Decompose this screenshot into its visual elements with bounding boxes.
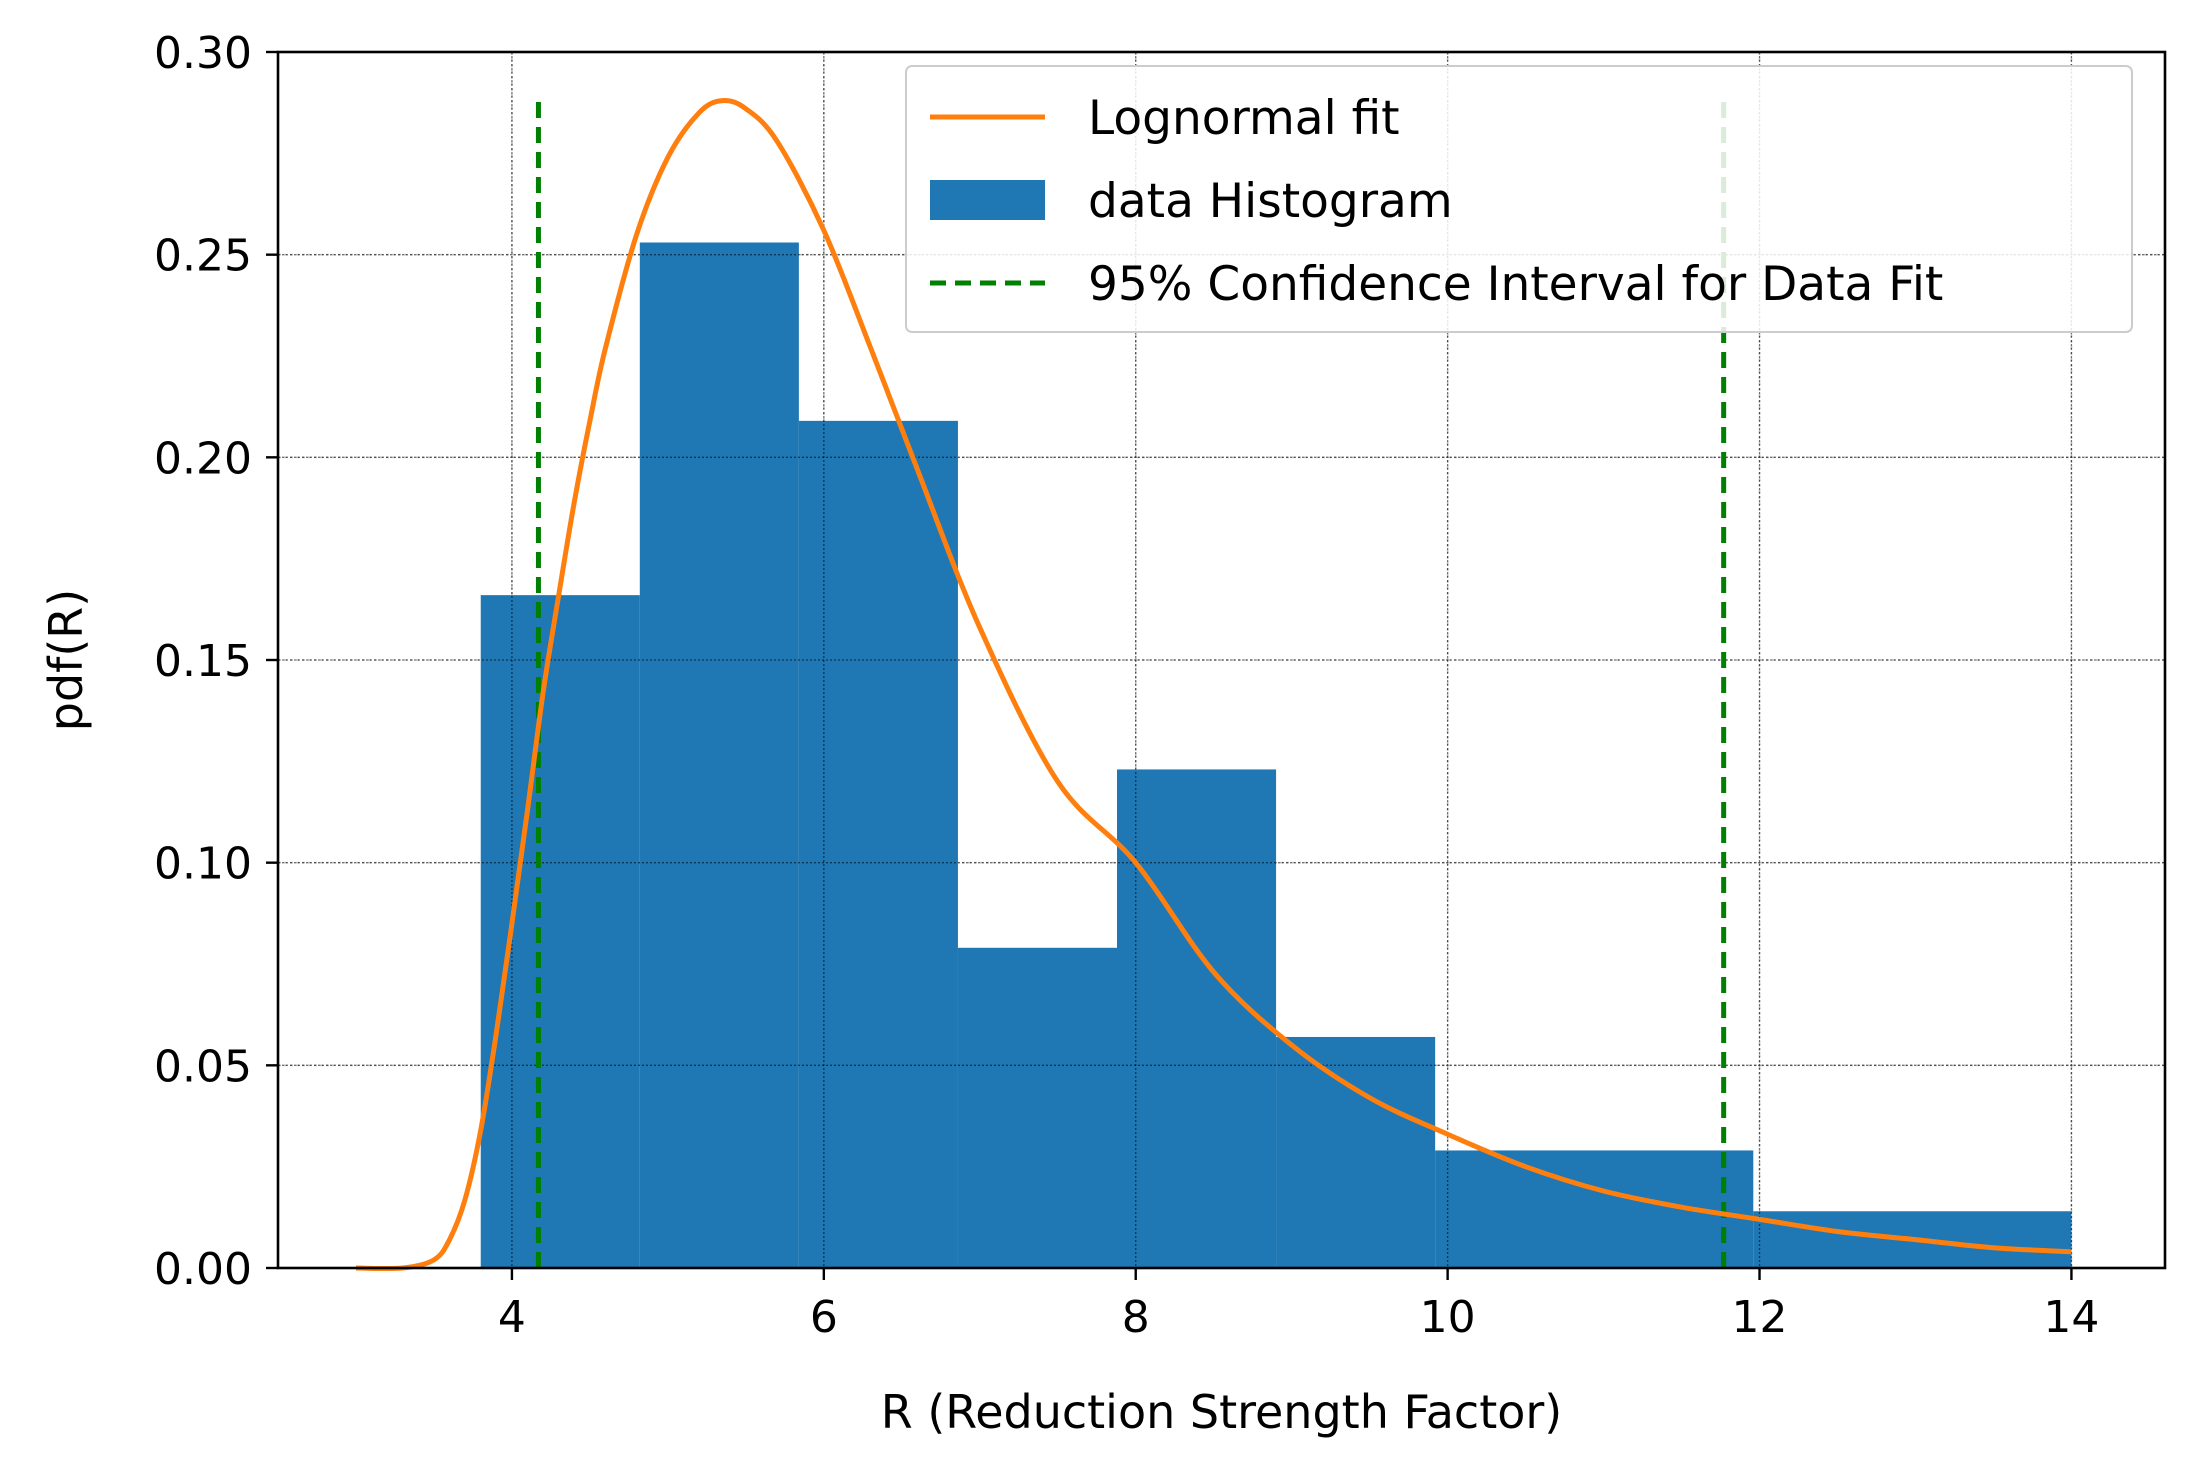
y-tick-label: 0.05	[154, 1041, 252, 1092]
legend-histogram-label: data Histogram	[1088, 174, 1453, 229]
x-tick-label: 6	[810, 1292, 838, 1343]
y-tick-label: 0.25	[154, 231, 252, 282]
confidence-interval-lines	[535, 100, 1727, 1268]
histogram-bar	[957, 947, 1118, 1268]
legend-confidence-label: 95% Confidence Interval for Data Fit	[1088, 257, 1943, 312]
x-tick-label: 14	[2043, 1292, 2099, 1343]
x-tick-label: 10	[1420, 1292, 1476, 1343]
y-tick-label: 0.30	[154, 28, 252, 79]
legend-lognormal-label: Lognormal fit	[1088, 91, 1400, 146]
y-tick-label: 0.00	[154, 1244, 252, 1295]
histogram-bar	[1117, 769, 1277, 1268]
lognormal-fit-line	[355, 98, 2072, 1272]
histogram-bar	[639, 242, 799, 1268]
y-tick-label: 0.20	[154, 433, 252, 484]
x-tick-label: 12	[1732, 1292, 1788, 1343]
axis-ticks: 4 6 8 10 12 14 0.00 0.05 0.10 0.15 0.20 0.25 0.30	[154, 28, 2099, 1343]
histogram-bar	[480, 595, 640, 1268]
legend: Lognormal fit data Histogram 95% Confide…	[905, 65, 2133, 333]
y-tick-label: 0.10	[154, 839, 252, 890]
x-tick-label: 8	[1122, 1292, 1150, 1343]
x-tick-label: 4	[498, 1292, 526, 1343]
histogram-bar	[1276, 1036, 1436, 1268]
lognormal-curve	[355, 98, 2072, 1272]
histogram-bar	[798, 420, 958, 1268]
legend-box	[905, 65, 2133, 333]
y-tick-label: 0.15	[154, 636, 252, 687]
x-axis-label: R (Reduction Strength Factor)	[881, 1385, 1562, 1439]
y-axis-label: pdf(R)	[39, 589, 93, 731]
legend-histogram-swatch	[930, 180, 1045, 220]
